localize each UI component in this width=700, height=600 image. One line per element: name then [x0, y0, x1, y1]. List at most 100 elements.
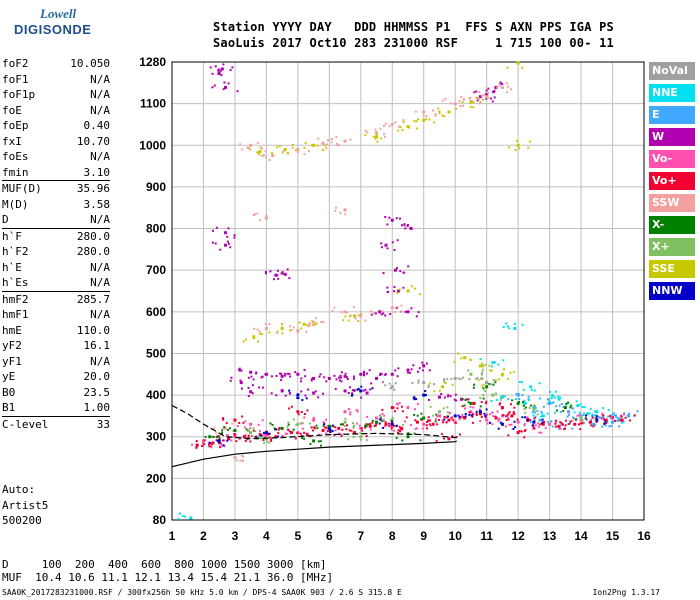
data-point: [274, 435, 278, 439]
data-speck: [538, 397, 541, 400]
data-point: [573, 422, 577, 426]
data-speck: [255, 435, 258, 438]
data-point: [516, 401, 520, 405]
data-speck: [395, 217, 398, 220]
data-speck: [560, 422, 563, 425]
data-speck: [322, 321, 325, 324]
data-speck: [451, 435, 454, 438]
data-speck: [603, 422, 606, 425]
data-point: [620, 418, 624, 422]
data-speck: [288, 430, 291, 433]
data-speck: [257, 423, 260, 426]
data-speck: [379, 416, 382, 419]
data-point: [264, 431, 268, 435]
data-speck: [381, 408, 384, 411]
data-speck: [604, 420, 607, 423]
param-separator: [2, 227, 110, 229]
data-speck: [382, 312, 385, 315]
data-speck: [340, 371, 343, 374]
y-tick-label: 1000: [139, 138, 166, 152]
data-speck: [269, 422, 272, 425]
x-tick-label: 10: [449, 529, 463, 543]
data-speck: [340, 311, 343, 314]
data-speck: [450, 416, 453, 419]
data-speck: [301, 437, 304, 440]
data-speck: [284, 432, 287, 435]
data-speck: [359, 438, 362, 441]
param-name: foF2: [2, 57, 29, 70]
data-speck: [264, 156, 267, 159]
data-speck: [191, 443, 194, 446]
data-speck: [437, 107, 440, 110]
data-speck: [353, 375, 356, 378]
data-point: [516, 431, 520, 435]
data-speck: [540, 412, 543, 415]
data-speck: [407, 289, 410, 292]
data-speck: [600, 416, 603, 419]
data-point: [566, 410, 570, 414]
data-speck: [260, 434, 263, 437]
data-speck: [434, 420, 437, 423]
data-speck: [243, 426, 246, 429]
x-tick-label: 1: [169, 529, 176, 543]
data-speck: [477, 379, 480, 382]
data-speck: [332, 425, 335, 428]
data-speck: [559, 396, 562, 399]
data-speck: [415, 120, 418, 123]
param-value: 3.58: [83, 197, 111, 211]
data-speck: [393, 311, 396, 314]
data-speck: [262, 431, 265, 434]
data-speck: [417, 379, 420, 382]
data-speck: [431, 109, 434, 112]
data-speck: [473, 91, 476, 94]
data-speck: [371, 419, 374, 422]
data-speck: [247, 147, 250, 150]
data-point: [441, 385, 445, 389]
data-speck: [261, 147, 264, 150]
data-speck: [532, 414, 535, 417]
data-point: [249, 431, 253, 435]
data-speck: [424, 394, 427, 397]
data-point: [390, 406, 394, 410]
data-speck: [498, 403, 501, 406]
data-speck: [211, 435, 214, 438]
data-speck: [501, 374, 504, 377]
data-speck: [247, 429, 250, 432]
data-speck: [574, 418, 577, 421]
param-row: hmF1 N/A: [2, 307, 110, 323]
data-speck: [335, 206, 338, 209]
data-speck: [502, 368, 505, 371]
data-speck: [611, 416, 614, 419]
x-tick-label: 3: [232, 529, 239, 543]
data-speck: [276, 330, 279, 333]
data-speck: [214, 242, 217, 245]
data-speck: [601, 412, 604, 415]
data-speck: [312, 324, 315, 327]
data-speck: [258, 386, 261, 389]
data-speck: [544, 427, 547, 430]
data-speck: [388, 216, 391, 219]
digisonde-logo: Lowell DIGISONDE: [2, 4, 107, 50]
legend-item-nnw: NNW: [649, 282, 695, 300]
data-speck: [372, 135, 375, 138]
x-tick-label: 12: [511, 529, 525, 543]
param-value: 110.0: [76, 323, 110, 337]
data-speck: [590, 424, 593, 427]
data-point: [223, 231, 227, 235]
data-speck: [459, 433, 462, 436]
data-speck: [249, 427, 252, 430]
data-speck: [344, 315, 347, 318]
data-speck: [211, 229, 214, 232]
data-speck: [310, 426, 313, 429]
data-speck: [402, 118, 405, 121]
data-speck: [577, 423, 580, 426]
data-speck: [438, 110, 441, 113]
legend-item-w: W: [649, 128, 695, 146]
data-speck: [429, 419, 432, 422]
data-speck: [565, 402, 568, 405]
legend-item-vo: Vo+: [649, 172, 695, 190]
data-speck: [534, 424, 537, 427]
data-speck: [325, 432, 328, 435]
param-name: B0: [2, 385, 16, 399]
data-speck: [494, 86, 497, 89]
